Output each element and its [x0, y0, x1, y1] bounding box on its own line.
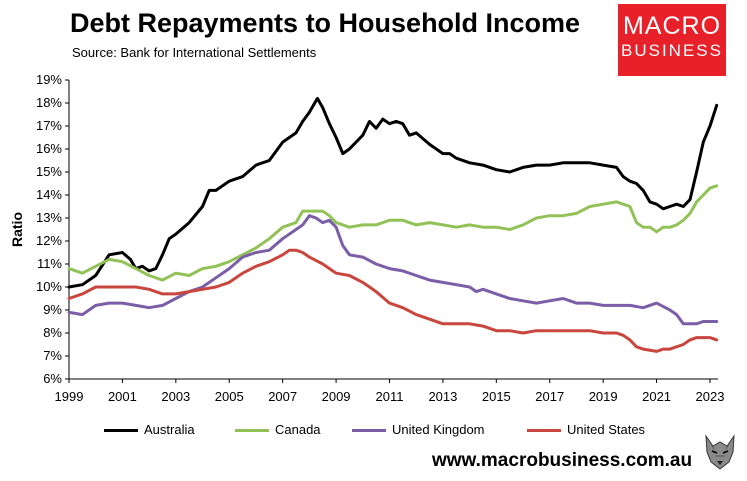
series-line-united-kingdom — [67, 214, 719, 326]
x-tick-label: 2015 — [482, 389, 511, 404]
legend-label-united-kingdom: United Kingdom — [392, 422, 485, 437]
legend-label-united-states: United States — [567, 422, 646, 437]
legend-item-canada[interactable]: Canada — [235, 422, 321, 437]
logo-line-1: MACRO — [622, 12, 722, 40]
x-tick-label: 2001 — [108, 389, 137, 404]
y-tick-label: 13% — [36, 210, 62, 225]
y-tick-label: 12% — [36, 233, 62, 248]
x-tick-label: 2003 — [161, 389, 190, 404]
x-tick-label: 2009 — [322, 389, 351, 404]
line-chart: 6% 7% 8% 9% 10% 11% 12% 13% 14% 15% 16% 17% 18% 19% 19… — [9, 72, 724, 404]
macrobusiness-logo[interactable]: MACRO BUSINESS — [618, 4, 726, 76]
chart-source: Source: Bank for International Settlemen… — [72, 45, 317, 60]
y-tick-label: 11% — [37, 256, 62, 271]
plot-area: 6% 7% 8% 9% 10% 11% 12% 13% 14% 15% 16% 17% 18% 19% 19… — [9, 72, 724, 404]
y-tick-label: 6% — [43, 371, 62, 386]
y-tick-label: 17% — [36, 118, 62, 133]
legend-swatch-canada — [235, 429, 269, 433]
legend-label-canada: Canada — [275, 422, 321, 437]
x-tick-label: 2007 — [268, 389, 297, 404]
y-tick-label: 18% — [36, 95, 62, 110]
legend-swatch-australia — [104, 429, 138, 433]
website-link[interactable]: www.macrobusiness.com.au — [432, 450, 693, 471]
x-tick-label: 2017 — [535, 389, 564, 404]
logo-line-2: BUSINESS — [621, 41, 723, 60]
x-tick-label: 2005 — [215, 389, 244, 404]
x-tick-label: 2013 — [428, 389, 457, 404]
series-line-canada — [67, 184, 719, 282]
legend-item-united-kingdom[interactable]: United Kingdom — [352, 422, 485, 437]
x-tick-label: 2021 — [642, 389, 671, 404]
legend-swatch-united-kingdom — [352, 429, 386, 433]
y-tick-label: 10% — [36, 279, 62, 294]
series-line-united-states — [67, 248, 719, 353]
y-tick-label: 9% — [43, 302, 62, 317]
y-tick-label: 7% — [43, 348, 62, 363]
y-tick-label: 14% — [36, 187, 62, 202]
y-tick-label: 15% — [36, 164, 62, 179]
legend-item-united-states[interactable]: United States — [527, 422, 645, 437]
legend-item-australia[interactable]: Australia — [104, 422, 195, 437]
series-line-australia — [67, 96, 719, 289]
wolf-logo-icon — [700, 432, 740, 472]
x-tick-label: 2019 — [589, 389, 618, 404]
chart-title: Debt Repayments to Household Income — [70, 8, 581, 38]
legend-label-australia: Australia — [144, 422, 195, 437]
x-tick-label: 1999 — [55, 389, 84, 404]
x-tick-label: 2023 — [696, 389, 725, 404]
y-tick-label: 19% — [36, 72, 62, 87]
x-tick-label: 2011 — [376, 389, 404, 404]
legend-swatch-united-states — [527, 429, 561, 433]
y-tick-label: 16% — [36, 141, 62, 156]
y-tick-label: 8% — [43, 325, 62, 340]
y-axis-label: Ratio — [9, 212, 25, 247]
